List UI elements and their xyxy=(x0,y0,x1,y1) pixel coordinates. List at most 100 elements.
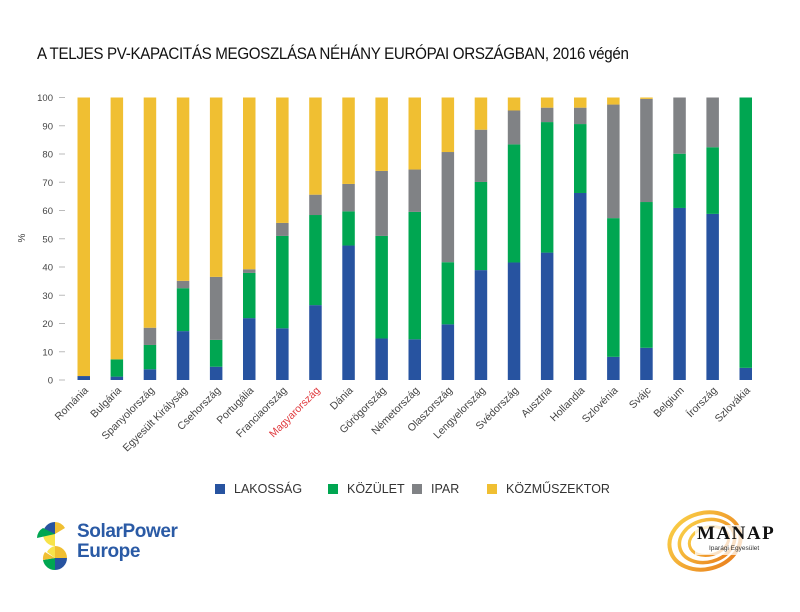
bar-segment-lakosság xyxy=(408,339,421,380)
bar-segment-közműszektor xyxy=(209,97,223,277)
bar-segment-ipar xyxy=(640,98,653,203)
bar-stack xyxy=(243,97,256,380)
bar-segment-lakosság xyxy=(342,245,355,380)
legend-swatch-kozulet xyxy=(328,484,338,494)
bar-segment-közműszektor xyxy=(408,97,421,170)
bar-segment-lakosság xyxy=(474,270,488,380)
bar-segment-közműszektor xyxy=(309,97,322,195)
manap-swirl-icon xyxy=(667,510,779,572)
legend-label-kozmuszektor: KÖZMŰSZEKTOR xyxy=(506,482,610,496)
bar-segment-lakosság xyxy=(441,324,455,380)
bar-segment-közület xyxy=(408,211,421,340)
bar-segment-közműszektor xyxy=(243,97,256,270)
bar-segment-lakosság xyxy=(673,207,686,380)
chart-title: A TELJES PV-KAPACITÁS MEGOSZLÁSA NÉHÁNY … xyxy=(37,45,629,63)
bar-segment-közműszektor xyxy=(507,97,521,111)
y-tick-label: 90 xyxy=(42,121,53,132)
bar-segment-közület xyxy=(309,215,322,306)
bar-segment-közület xyxy=(540,122,554,253)
bar-segment-közület xyxy=(342,211,355,246)
bar-segment-közület xyxy=(143,344,157,370)
manap-subtitle: Iparági Egyesület xyxy=(709,545,760,552)
bar-segment-ipar xyxy=(540,107,554,123)
bar-segment-ipar xyxy=(176,280,190,289)
y-tick-label: 60 xyxy=(42,206,53,217)
bar-stack xyxy=(110,97,124,380)
legend-label-lakossag: LAKOSSÁG xyxy=(234,482,303,496)
bar-segment-ipar xyxy=(243,269,256,273)
y-tick-label: 40 xyxy=(42,263,53,274)
bar-segment-ipar xyxy=(673,97,686,154)
bar-stack xyxy=(276,97,289,380)
legend-label-ipar: IPAR xyxy=(431,482,460,496)
solarpower-europe-logo: SolarPower Europe xyxy=(35,520,178,575)
legend-swatch-kozmuszektor xyxy=(487,484,497,494)
legend-item-ipar: IPAR xyxy=(412,482,459,496)
bar-stack xyxy=(408,97,421,380)
x-tick-label: Románia xyxy=(53,385,91,423)
bar-segment-közület xyxy=(441,262,455,325)
y-tick-label: 20 xyxy=(42,319,53,330)
bar-segment-közület xyxy=(507,144,521,263)
logo-line-1: SolarPower xyxy=(77,521,178,542)
bar-segment-lakosság xyxy=(375,338,388,380)
bar-segment-közműszektor xyxy=(375,97,388,171)
y-tick-label: 80 xyxy=(42,150,53,161)
bar-segment-lakosság xyxy=(209,366,223,380)
bar-segment-közműszektor xyxy=(143,97,157,328)
bar-segment-lakosság xyxy=(77,376,90,380)
x-tick-label: Szlovénia xyxy=(580,385,621,426)
y-tick-label: 100 xyxy=(37,93,53,104)
y-tick-label: 10 xyxy=(42,347,53,358)
legend-item-lakossag: LAKOSSÁG xyxy=(215,482,302,496)
bar-stack xyxy=(706,97,719,380)
bar-segment-ipar xyxy=(143,327,157,345)
bar-segment-ipar xyxy=(209,276,223,340)
legend-swatch-lakossag xyxy=(215,484,225,494)
manap-wordmark: MANAP xyxy=(697,523,776,544)
bar-stack xyxy=(143,97,157,380)
bar-stack xyxy=(375,97,388,380)
bar-segment-ipar xyxy=(607,104,620,219)
bar-stack xyxy=(640,97,653,380)
bar-segment-közület xyxy=(110,359,124,377)
bar-segment-közműszektor xyxy=(342,97,355,184)
bar-segment-közműszektor xyxy=(640,97,653,99)
bar-segment-közület xyxy=(574,124,587,193)
bar-segment-lakosság xyxy=(574,192,587,380)
bar-stack xyxy=(77,97,90,380)
bar-segment-közület xyxy=(276,235,289,329)
bar-segment-lakosság xyxy=(276,328,289,380)
bar-segment-lakosság xyxy=(507,262,521,380)
bar-segment-közület xyxy=(209,339,223,367)
y-tick-label: 50 xyxy=(42,234,53,245)
y-axis-label: % xyxy=(17,233,28,242)
legend-label-kozulet: KÖZÜLET xyxy=(347,482,405,496)
stacked-bar-chart: 0 10 20 30 40 50 60 70 80 90 100 % RomániaBulgária… xyxy=(17,93,753,454)
bar-segment-lakosság xyxy=(607,356,620,380)
y-tick-label: 70 xyxy=(42,178,53,189)
legend-item-kozmuszektor: KÖZMŰSZEKTOR xyxy=(487,482,610,496)
bar-segment-lakosság xyxy=(176,331,190,380)
bar-segment-lakosság xyxy=(540,252,554,380)
bar-segment-ipar xyxy=(706,97,719,148)
bar-segment-ipar xyxy=(375,170,388,236)
legend: LAKOSSÁG KÖZÜLET IPAR KÖZMŰSZEKTOR xyxy=(0,482,800,498)
bar-segment-közület xyxy=(739,97,752,368)
bar-segment-ipar xyxy=(408,169,421,212)
bar-segment-lakosság xyxy=(110,376,124,380)
x-tick-label: Szlovákia xyxy=(713,385,753,425)
logo-line-2: Europe xyxy=(77,541,141,562)
bar-segment-ipar xyxy=(507,110,521,145)
legend-item-kozulet: KÖZÜLET xyxy=(328,482,405,496)
bar-segment-közműszektor xyxy=(540,97,554,108)
x-tick-label: Dánia xyxy=(328,385,356,413)
manap-logo: MANAP Iparági Egyesület xyxy=(665,505,780,575)
bar-segment-ipar xyxy=(342,183,355,212)
bar-segment-közület xyxy=(607,218,620,357)
bar-segment-közület xyxy=(673,153,686,208)
bar-segment-közműszektor xyxy=(276,97,289,223)
bar-stack xyxy=(474,97,488,380)
bar-segment-lakosság xyxy=(640,347,653,380)
